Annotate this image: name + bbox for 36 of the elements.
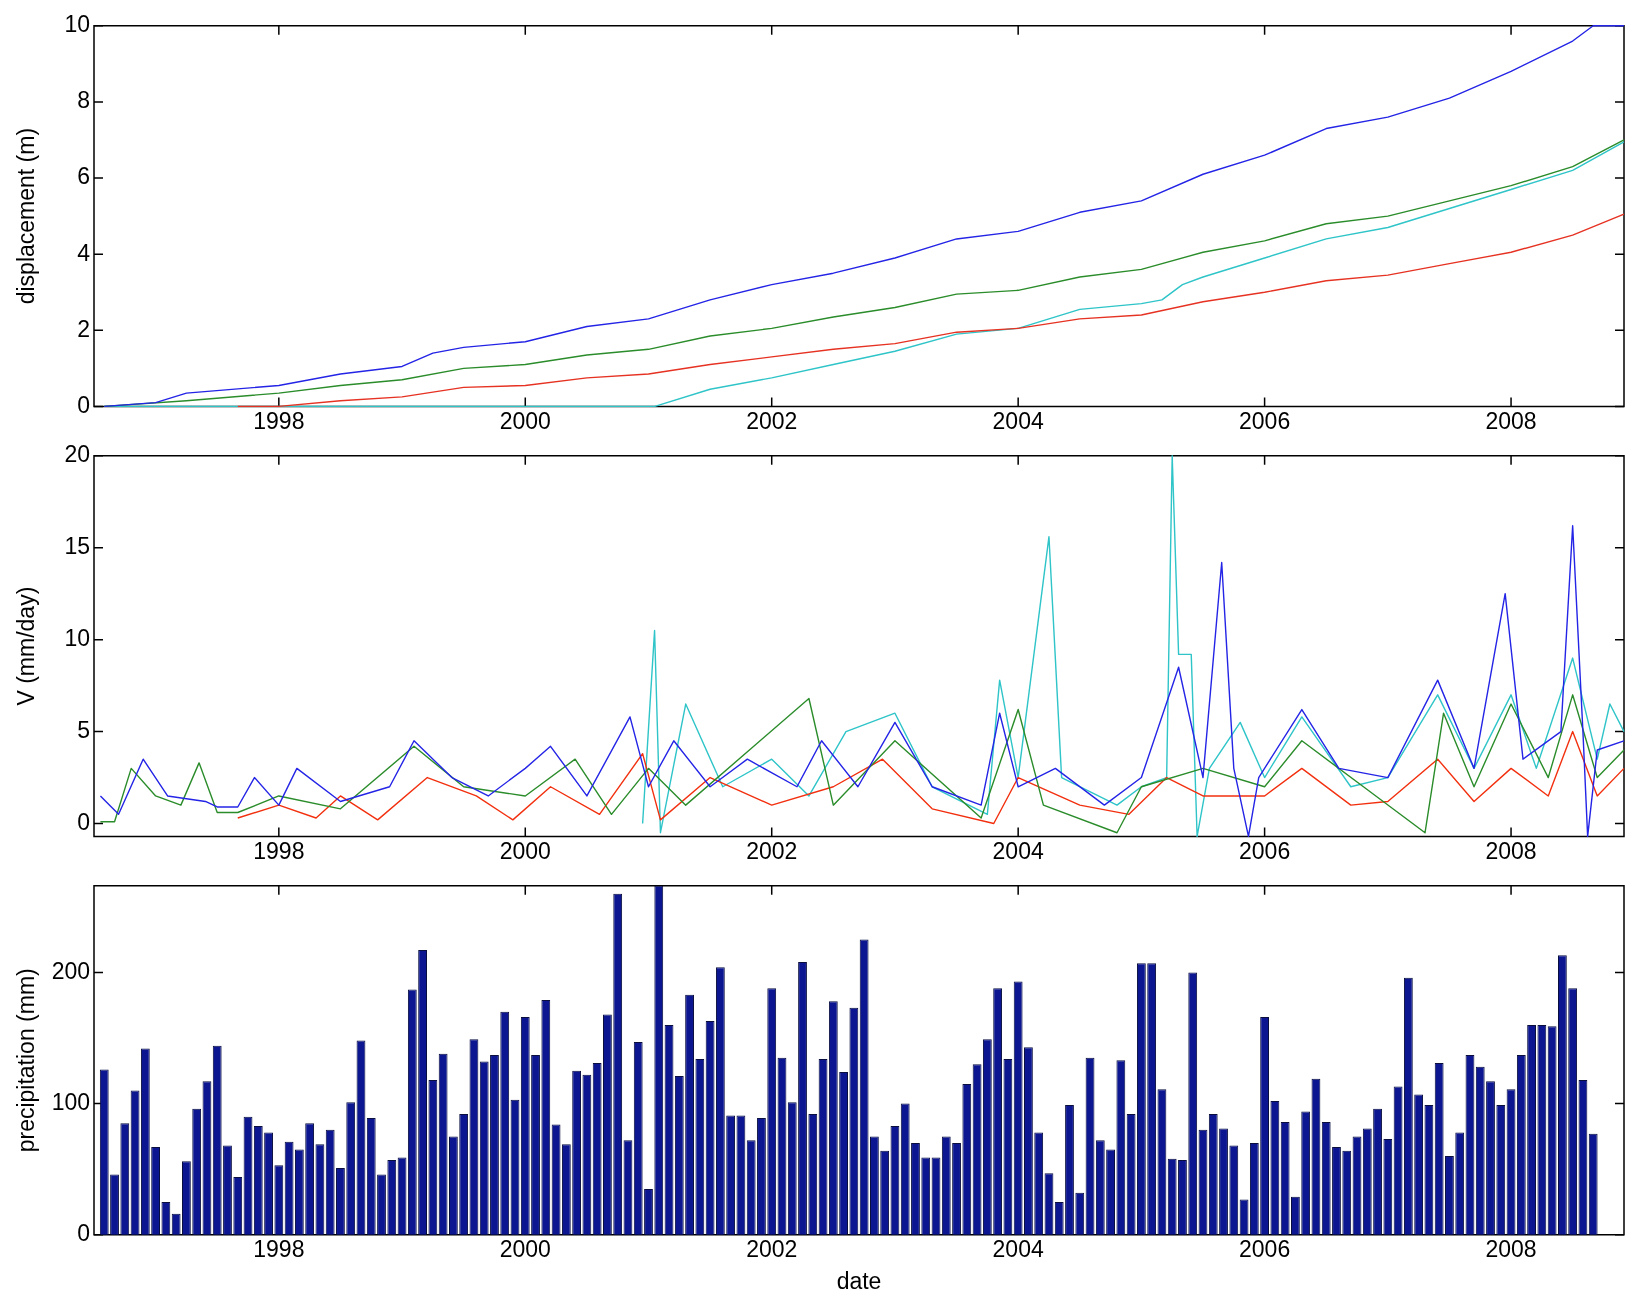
y-tick-label: 8 [77,87,90,114]
x-tick-label: 2008 [1485,837,1537,864]
y-tick-label: 0 [77,1220,90,1247]
y-tick-label: 4 [77,239,91,266]
y-tick-label: 10 [64,625,90,652]
x-tick-label: 2006 [1239,407,1291,434]
x-tick-label: 2008 [1485,407,1537,434]
x-tick-label: 1998 [253,1235,305,1262]
y-tick-label: 200 [51,957,90,984]
x-tick-label: 2004 [992,1235,1044,1262]
x-axis-title: date [836,1267,882,1294]
y-tick-label: 15 [64,533,90,560]
x-tick-label: 2004 [992,407,1044,434]
y-tick-label: 20 [64,441,90,468]
x-tick-label: 2006 [1239,1235,1291,1262]
x-tick-label: 2008 [1485,1235,1537,1262]
y-tick-label: 100 [51,1088,90,1115]
y-tick-label: 10 [64,11,90,38]
x-tick-label: 1998 [253,407,305,434]
y-axis-title: displacement (m) [13,127,40,305]
y-axis-title: V (mm/day) [13,586,40,706]
y-tick-label: 5 [77,716,90,743]
x-tick-label: 2002 [746,407,798,434]
y-tick-label: 6 [77,163,90,190]
y-axis-title: precipitation (mm) [13,968,40,1153]
y-tick-label: 2 [77,315,90,342]
x-tick-label: 2002 [746,837,798,864]
x-tick-label: 2000 [499,837,551,864]
y-tick-label: 0 [77,808,90,835]
x-tick-label: 2006 [1239,837,1291,864]
y-tick-label: 0 [77,391,90,418]
x-tick-label: 1998 [253,837,305,864]
x-tick-label: 2000 [499,1235,551,1262]
x-tick-label: 2002 [746,1235,798,1262]
x-tick-label: 2004 [992,837,1044,864]
x-tick-label: 2000 [499,407,551,434]
